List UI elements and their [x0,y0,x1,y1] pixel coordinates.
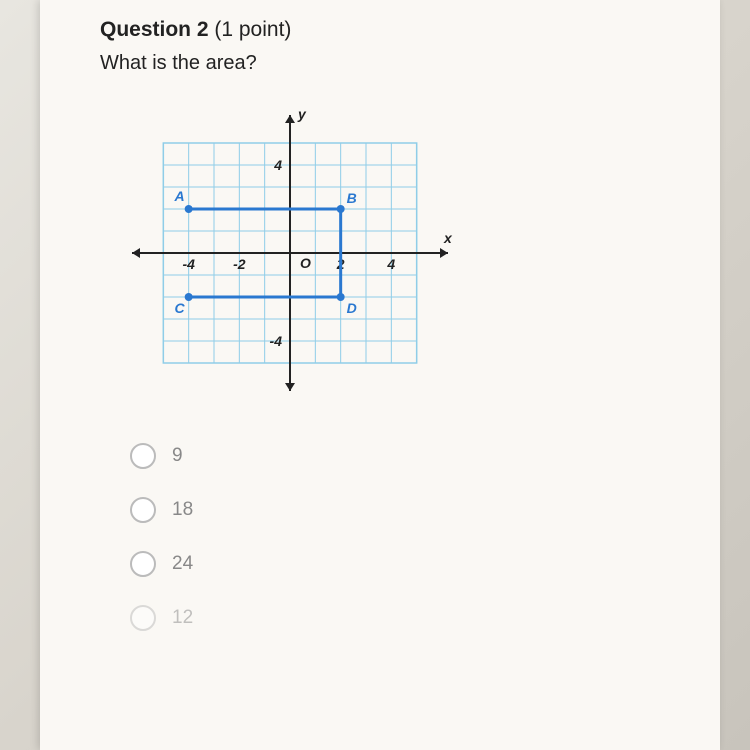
svg-text:B: B [347,190,357,206]
svg-text:y: y [297,106,307,122]
radio-icon [130,443,156,469]
option-label: 9 [172,445,183,467]
content: Question 2 (1 point) What is the area? -… [40,0,720,631]
svg-text:O: O [300,255,311,271]
svg-text:4: 4 [386,256,395,272]
option-c[interactable]: 24 [130,551,670,577]
option-label: 24 [172,553,193,575]
svg-text:D: D [347,300,357,316]
radio-icon [130,551,156,577]
svg-text:-4: -4 [182,256,195,272]
question-prompt: What is the area? [100,52,670,75]
question-number: Question 2 [100,18,209,41]
coordinate-graph: -4-224-44OxyABCD [120,103,460,403]
svg-text:x: x [443,230,453,246]
question-header: Question 2 (1 point) [100,18,670,42]
radio-icon [130,497,156,523]
page: Question 2 (1 point) What is the area? -… [40,0,720,750]
svg-text:-2: -2 [233,256,246,272]
question-points: (1 point) [214,18,291,41]
svg-text:4: 4 [273,157,282,173]
option-label: 12 [172,607,193,629]
svg-text:-4: -4 [270,333,283,349]
option-a[interactable]: 9 [130,443,670,469]
option-label: 18 [172,499,193,521]
answer-options: 9 18 24 12 [130,443,670,631]
option-b[interactable]: 18 [130,497,670,523]
svg-text:C: C [175,300,186,316]
radio-icon [130,605,156,631]
svg-text:A: A [174,188,185,204]
option-d[interactable]: 12 [130,605,670,631]
graph-svg: -4-224-44OxyABCD [120,103,460,403]
